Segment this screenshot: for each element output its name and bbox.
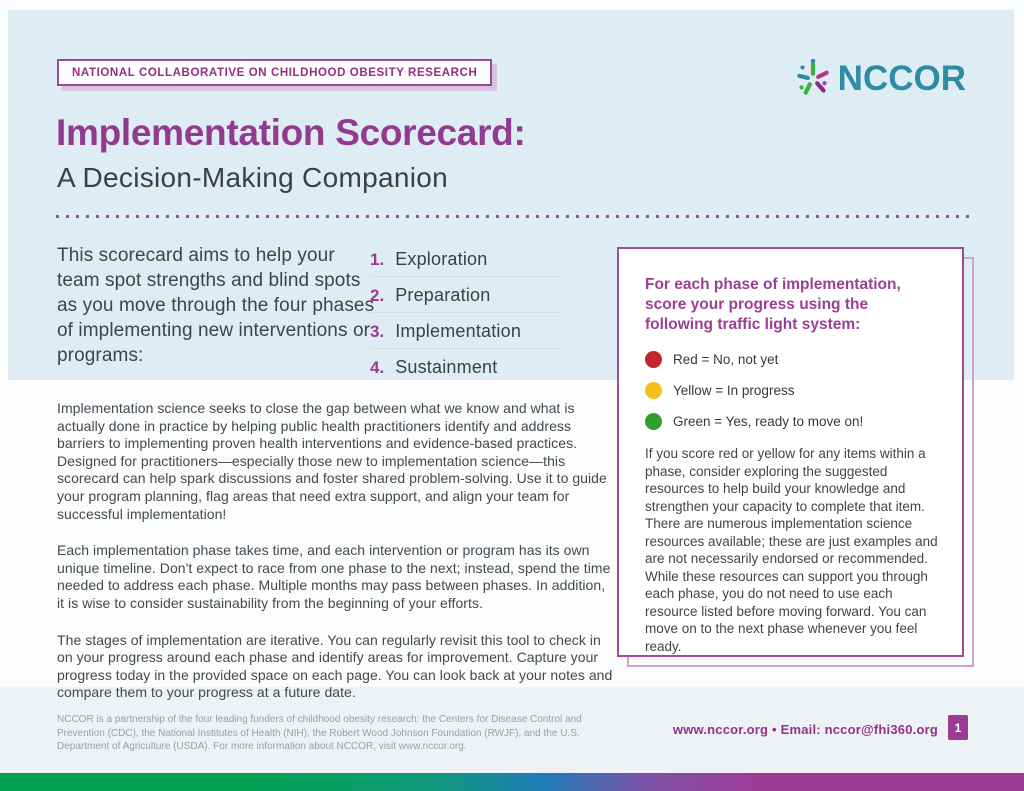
phase-item-implementation: 3. Implementation [370, 318, 560, 349]
traffic-label: Yellow = In progress [673, 383, 795, 398]
scorebox-paragraph: If you score red or yellow for any items… [645, 446, 938, 654]
phase-number: 1. [370, 250, 385, 269]
footer-contact-link[interactable]: www.nccor.org • Email: nccor@fhi360.org [672, 722, 938, 737]
phase-label: Exploration [395, 249, 488, 269]
organization-badge: NATIONAL COLLABORATIVE ON CHILDHOOD OBES… [57, 59, 493, 86]
phase-label: Implementation [395, 321, 522, 341]
footer-partnership-text: NCCOR is a partnership of the four leadi… [57, 714, 582, 752]
body-copy: Implementation science seeks to close th… [57, 400, 613, 702]
traffic-light-scorebox: For each phase of implementation, score … [617, 247, 964, 657]
traffic-label: Red = No, not yet [673, 352, 779, 367]
page-subtitle: A Decision-Making Companion [57, 162, 448, 193]
scorebox-heading: For each phase of implementation, score … [645, 276, 901, 333]
dotted-divider [56, 215, 972, 218]
phase-item-preparation: 2. Preparation [370, 282, 560, 313]
page-title: Implementation Scorecard: [56, 112, 526, 153]
footer-background [0, 687, 1024, 773]
nccor-logo: NCCOR [792, 58, 966, 100]
nccor-star-icon [796, 58, 829, 95]
phase-item-sustainment: 4. Sustainment [370, 354, 560, 384]
phase-label: Preparation [395, 285, 491, 305]
traffic-item-green: Green = Yes, ready to move on! [645, 413, 936, 430]
red-light-icon [645, 351, 662, 368]
intro-text: This scorecard aims to help your team sp… [57, 245, 375, 366]
body-paragraph-3: The stages of implementation are iterati… [57, 631, 613, 701]
phase-number: 3. [370, 322, 385, 341]
body-paragraph-2: Each implementation phase takes time, an… [57, 542, 611, 611]
traffic-item-red: Red = No, not yet [645, 351, 936, 368]
body-paragraph-1: Implementation science seeks to close th… [57, 400, 607, 522]
traffic-light-list: Red = No, not yet Yellow = In progress G… [645, 351, 936, 430]
phase-label: Sustainment [395, 357, 498, 377]
green-light-icon [645, 413, 662, 430]
bottom-gradient-bar [0, 773, 1024, 791]
traffic-label: Green = Yes, ready to move on! [673, 414, 864, 429]
phase-number: 4. [370, 358, 385, 377]
phase-number: 2. [370, 286, 385, 305]
page-number-badge: 1 [948, 715, 968, 740]
traffic-item-yellow: Yellow = In progress [645, 382, 936, 399]
nccor-logo-text: NCCOR [837, 59, 966, 98]
phase-list: 1. Exploration 2. Preparation 3. Impleme… [370, 246, 560, 389]
yellow-light-icon [645, 382, 662, 399]
phase-item-exploration: 1. Exploration [370, 246, 560, 277]
